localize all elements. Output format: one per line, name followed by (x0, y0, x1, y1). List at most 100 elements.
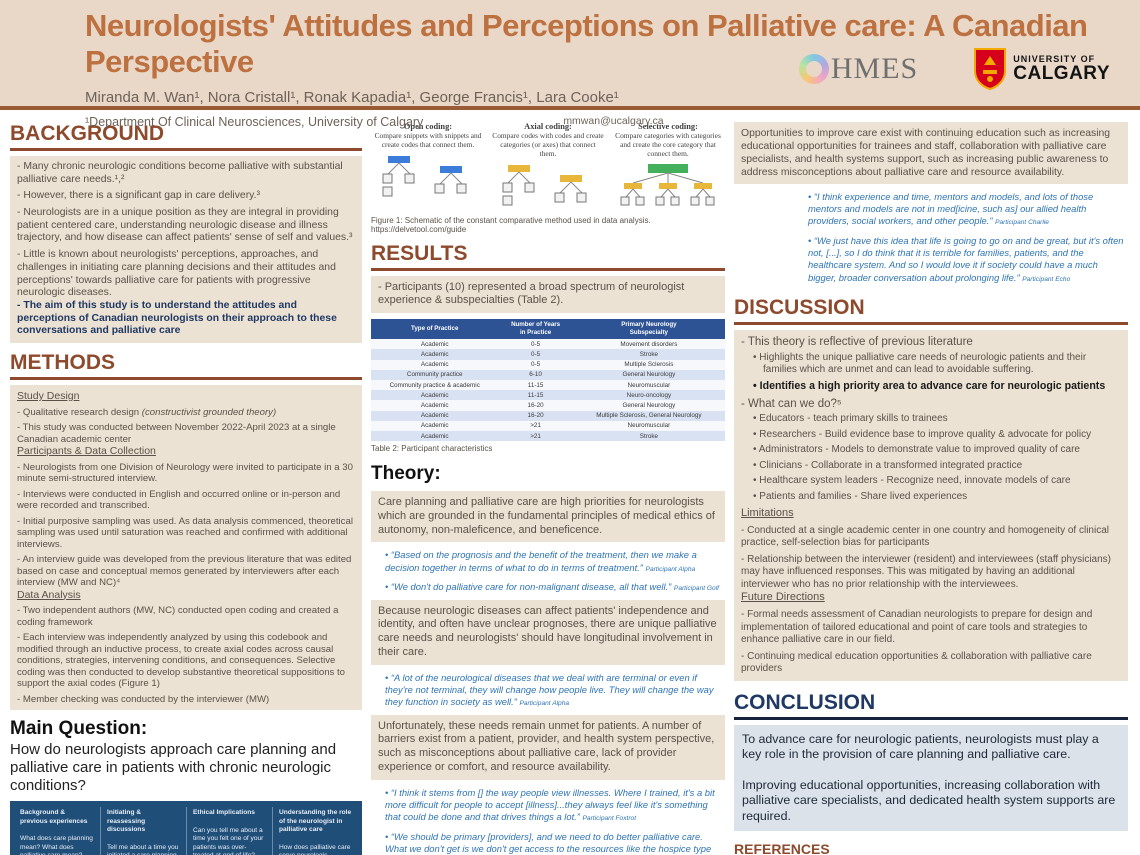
affiliation: ¹Department Of Clinical Neurosciences, U… (85, 115, 424, 129)
discussion-bullet: Highlights the unique palliative care ne… (759, 352, 1121, 377)
table2-caption: Table 2: Participant characteristics (371, 444, 493, 454)
table1-column: Ethical Implications Can you tell me abo… (186, 807, 272, 855)
background-box: - Many chronic neurologic conditions bec… (10, 156, 362, 343)
figure1: Open coding: Compare snippets with snipp… (371, 122, 725, 213)
discussion-bullet: Clinicians - Collaborate in a transforme… (759, 460, 1121, 473)
middle-column: Open coding: Compare snippets with snipp… (371, 114, 725, 855)
author-list: Miranda M. Wan¹, Nora Cristall¹, Ronak K… (85, 89, 619, 106)
table-row: Academic 0-5 Multiple Sclerosis (371, 359, 725, 370)
quote-attribution: Participant Echo (1022, 275, 1071, 283)
table-row: Academic 0-5 Movement disorders (371, 339, 725, 350)
methods-item: - Neurologists from one Division of Neur… (17, 461, 353, 485)
axial-coding-diagram-icon (502, 164, 587, 206)
selective-coding-panel: Selective coding: Compare categories wit… (611, 122, 725, 213)
university-of-calgary-logo: UNIVERSITY OF CALGARY (973, 48, 1110, 90)
table1-column: Initiating & reassessing discussions Tel… (100, 807, 186, 855)
background-bullet: - However, there is a significant gap in… (17, 190, 260, 202)
methods-item: - Member checking was conducted by the i… (17, 693, 270, 705)
open-coding-panel: Open coding: Compare snippets with snipp… (371, 122, 485, 213)
study-design-italic: (constructivist grounded theory) (141, 406, 277, 418)
participant-quote: “We should be primary [providers], and w… (385, 831, 723, 855)
future-direction-item: - Continuing medical education opportuni… (741, 650, 1092, 675)
main-question-text: How do neurologists approach care planni… (10, 741, 337, 795)
participant-quote: “I think experience and time, mentors an… (808, 191, 1126, 228)
discussion-bullet: Healthcare system leaders - Recognize ne… (759, 475, 1121, 488)
discussion-bullet: Educators - teach primary skills to trai… (759, 413, 1121, 426)
results-heading: RESULTS (371, 242, 725, 271)
methods-item: - Interviews were conducted in English a… (17, 488, 341, 512)
conclusion-p2: Improving educational opportunities, inc… (742, 777, 1116, 823)
theory-statement-4: Opportunities to improve care exist with… (734, 122, 1128, 184)
references-heading: REFERENCES (734, 841, 830, 855)
table1-column: Understanding the role of the neurologis… (272, 807, 358, 855)
axial-coding-panel: Axial coding: Compare codes with codes a… (491, 122, 605, 213)
figure1-caption: Figure 1: Schematic of the constant comp… (371, 215, 651, 234)
contact-email: mmwan@ucalgary.ca (563, 115, 664, 127)
participant-quote: “We just have this idea that life is goi… (808, 235, 1126, 284)
table-row: Community practice & academic 11-15 Neur… (371, 380, 725, 391)
future-directions-subhead: Future Directions (741, 591, 825, 604)
table-row: Academic 11-15 Neuro-oncology (371, 390, 725, 401)
discussion-heading: DISCUSSION (734, 296, 1128, 326)
quote-attribution: Participant Golf (673, 585, 719, 593)
interview-guide-table: Background & previous experiences What d… (10, 801, 362, 855)
background-bullet: - Little is known about neurologists' pe… (17, 249, 336, 299)
open-coding-diagram-icon (382, 155, 467, 197)
theory-statement-2: Because neurologic diseases can affect p… (371, 599, 725, 665)
background-bullet: - Many chronic neurologic conditions bec… (17, 161, 343, 185)
poster-header: Neurologists' Attitudes and Perceptions … (0, 0, 1140, 129)
table-row: Academic >21 Neuromuscular (371, 420, 725, 431)
right-column: Opportunities to improve care exist with… (734, 114, 1128, 855)
discussion-point: - This theory is reflective of previous … (741, 336, 973, 349)
logo-row: HMES UNIVERSITY OF CALGARY (798, 48, 1110, 90)
methods-box: Study Design - Qualitative research desi… (10, 384, 362, 711)
ohmes-wordmark: HMES (830, 52, 919, 85)
quote-attribution: Participant Foxtrot (582, 815, 637, 823)
table2-header-row: Type of Practice Number of Years in Prac… (371, 319, 725, 340)
main-question-heading: Main Question: (10, 718, 148, 740)
conclusion-heading: CONCLUSION (734, 691, 1128, 720)
theory-statement-1: Care planning and palliative care are hi… (371, 491, 725, 543)
background-heading: BACKGROUND (10, 122, 362, 151)
results-intro: - Participants (10) represented a broad … (378, 280, 685, 307)
selective-coding-diagram-icon (620, 163, 715, 206)
quote-attribution: Participant Alpha (519, 700, 570, 708)
discussion-bullet: Researchers - Build evidence base to imp… (759, 429, 1121, 442)
methods-item: - Each interview was independently analy… (17, 632, 346, 690)
participant-table: Type of Practice Number of Years in Prac… (371, 319, 725, 442)
methods-item: - Initial purposive sampling was used. A… (17, 515, 353, 550)
ohmes-logo: HMES (798, 52, 919, 86)
left-column: BACKGROUND - Many chronic neurologic con… (10, 114, 362, 855)
discussion-point: - What can we do?⁵ (741, 397, 842, 410)
discussion-bullet-bold: Identifies a high priority area to advan… (760, 380, 1121, 393)
participant-quote: “I think it stems from [] the way people… (385, 787, 723, 824)
table-row: Academic 16-20 Multiple Sclerosis, Gener… (371, 410, 725, 421)
discussion-box: - This theory is reflective of previous … (734, 330, 1128, 681)
participant-quote: “We don't do palliative care for non-mal… (385, 581, 723, 594)
methods-item: - This study was conducted between Novem… (17, 422, 336, 445)
quote-attribution: Participant Alpha (645, 565, 696, 573)
future-direction-item: - Formal needs assessment of Canadian ne… (741, 609, 1093, 646)
study-aim: - The aim of this study is to understand… (17, 299, 337, 337)
ucalgary-shield-icon (974, 48, 1007, 90)
theory-statement-3: Unfortunately, these needs remain unmet … (371, 714, 725, 780)
data-analysis-subhead: Data Analysis (17, 588, 81, 601)
discussion-bullet: Patients and families - Share lived expe… (759, 491, 1121, 504)
table-row: Community practice 6-10 General Neurolog… (371, 369, 725, 380)
methods-item: - Two independent authors (MW, NC) condu… (17, 605, 339, 628)
table1-question: How does palliative care serve neurologi… (279, 843, 351, 855)
discussion-bullet: Administrators - Models to demonstrate v… (759, 444, 1121, 457)
participants-subhead: Participants & Data Collection (17, 445, 156, 458)
table1-question: Can you tell me about a time you felt on… (193, 826, 264, 855)
conclusion-box: To advance care for neurologic patients,… (734, 724, 1128, 832)
table-row: Academic >21 Stroke (371, 430, 725, 442)
poster-body: BACKGROUND - Many chronic neurologic con… (0, 110, 1140, 855)
limitation-item: - Conducted at a single academic center … (741, 524, 1109, 549)
participant-quote: “Based on the prognosis and the benefit … (385, 549, 723, 574)
table1-question: Tell me about a time you initiated a car… (107, 843, 179, 855)
background-bullet: - Neurologists are in a unique position … (17, 207, 353, 244)
limitations-subhead: Limitations (741, 507, 794, 520)
poster-title: Neurologists' Attitudes and Perceptions … (85, 8, 1088, 79)
methods-heading: METHODS (10, 351, 362, 380)
